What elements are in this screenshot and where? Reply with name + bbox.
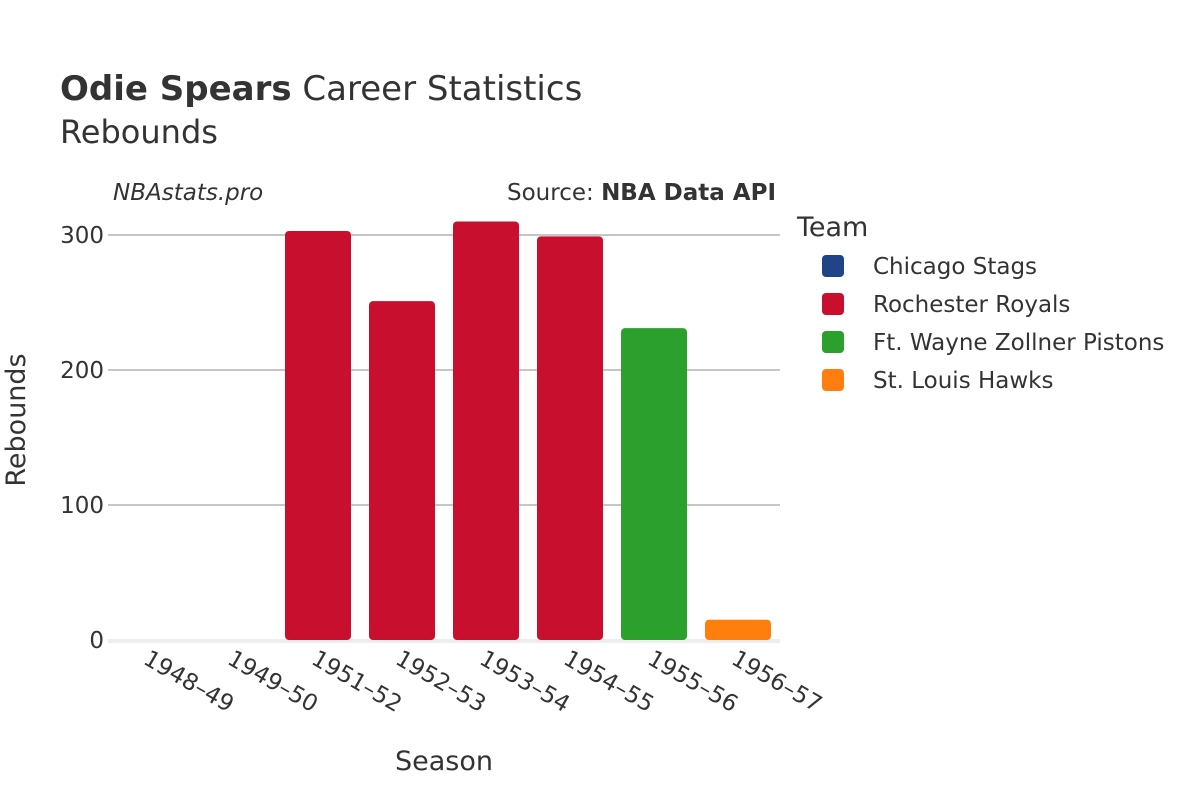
bar-1956–57	[705, 619, 771, 640]
legend-title: Team	[796, 212, 868, 243]
y-tick-label: 0	[89, 628, 104, 654]
legend: Team Chicago Stags Rochester Royals Ft. Wa…	[796, 212, 1164, 394]
x-tick-label: 1952–53	[391, 646, 490, 718]
bar-1953–54	[453, 221, 519, 640]
source-prefix: Source:	[507, 180, 601, 206]
legend-item: Ft. Wayne Zollner Pistons	[873, 330, 1164, 356]
y-tick-label: 300	[60, 223, 104, 249]
y-tick-label: 100	[60, 493, 104, 519]
x-tick-label: 1955–56	[643, 646, 742, 718]
y-tick-labels: 0 100 200 300	[60, 223, 104, 654]
source-label: Source: NBA Data API	[507, 180, 776, 206]
bar-1951–52	[285, 230, 351, 640]
x-tick-label: 1954–55	[559, 646, 658, 718]
bars	[285, 221, 771, 640]
chart-title-rest: Career Statistics	[292, 69, 583, 109]
bar-1952–53	[369, 301, 435, 640]
bar-1954–55	[537, 236, 603, 640]
x-tick-label: 1948–49	[139, 646, 238, 718]
y-tick-label: 200	[60, 358, 104, 384]
y-axis-label: Rebounds	[1, 353, 32, 486]
brand-label: NBAstats.pro	[113, 180, 263, 206]
legend-item: St. Louis Hawks	[873, 368, 1054, 394]
x-tick-label: 1949–50	[223, 646, 322, 718]
legend-swatch	[822, 369, 844, 391]
x-tick-label: 1956–57	[727, 646, 826, 718]
chart-title: Odie Spears Career Statistics	[60, 69, 582, 109]
x-tick-label: 1953–54	[475, 646, 574, 718]
legend-swatch	[822, 293, 844, 315]
legend-item: Chicago Stags	[873, 254, 1037, 280]
x-tick-label: 1951–52	[307, 646, 406, 718]
chart-subtitle: Rebounds	[60, 113, 218, 151]
chart-title-player: Odie Spears	[60, 69, 292, 109]
x-axis-label: Season	[395, 746, 493, 777]
source-name: NBA Data API	[601, 180, 776, 206]
x-tick-labels: 1948–491949–501951–521952–531953–541954–…	[139, 646, 826, 718]
legend-item: Rochester Royals	[873, 292, 1070, 318]
legend-swatch	[822, 255, 844, 277]
bar-1955–56	[621, 328, 687, 640]
legend-swatch	[822, 331, 844, 353]
